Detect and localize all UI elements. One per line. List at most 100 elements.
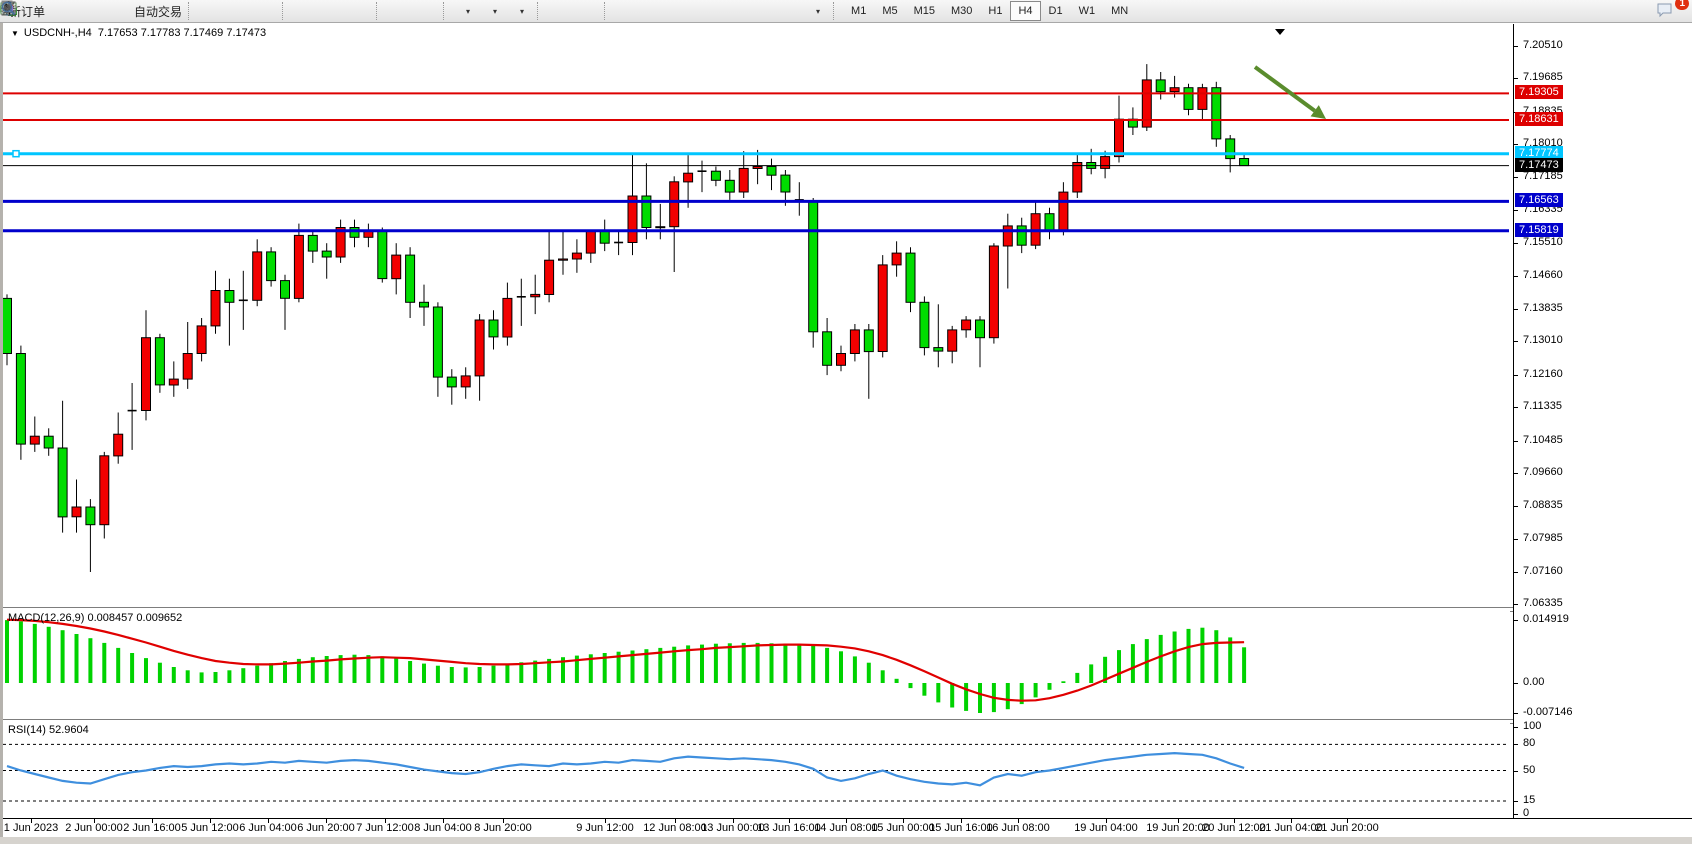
price-axis-tick [1514, 473, 1518, 474]
new-order-label: 新订单 [9, 4, 46, 19]
indicators-button[interactable]: ▾ [1, 1, 479, 21]
notifications-button[interactable]: 1 [1656, 0, 1689, 21]
metaeditor-button[interactable] [1, 1, 101, 21]
cursor-button[interactable] [4, 1, 573, 21]
timeframe-button-M15[interactable]: M15 [913, 5, 935, 17]
price-tag: 7.16563 [1515, 193, 1563, 207]
price-axis-tick [1514, 814, 1518, 815]
linechart-button[interactable] [1, 1, 278, 21]
tile-windows-button[interactable] [1, 1, 372, 21]
time-axis-label: 2 Jun 16:00 [123, 822, 181, 834]
price-axis-label: 7.11335 [1523, 400, 1562, 412]
timeframe-group: M1 M5 M15 M30 H1 H4 D1 W1 MN [843, 1, 1136, 21]
zoom-out-button[interactable] [2, 1, 345, 21]
vline-button[interactable] [7, 1, 640, 21]
hline-button[interactable] [2, 1, 667, 21]
price-axis-tick [1514, 46, 1518, 47]
time-axis-tick [903, 819, 904, 823]
periods-caret-icon: ▾ [493, 6, 498, 16]
price-tag: 7.18631 [1515, 112, 1563, 126]
search-button[interactable] [1, 1, 1650, 21]
price-axis-label: 7.19685 [1523, 71, 1563, 83]
price-axis-tick [1514, 144, 1518, 145]
price-tag: 7.19305 [1515, 85, 1563, 99]
arrows-button[interactable]: ▾ [3, 1, 829, 21]
auto-scroll-button[interactable] [2, 1, 439, 21]
time-axis-tick [1347, 819, 1348, 823]
time-axis-label: 2 Jun 00:00 [65, 822, 123, 834]
time-axis-label: 13 Jun 00:00 [701, 822, 765, 834]
time-axis-label: 8 Jun 04:00 [414, 822, 472, 834]
chart-shift-button[interactable] [2, 1, 412, 21]
time-axis-label: 6 Jun 20:00 [297, 822, 355, 834]
price-axis-label: 7.09660 [1523, 466, 1563, 478]
periods-button[interactable]: ▾ [1, 1, 506, 21]
price-axis-label: 7.06335 [1523, 597, 1563, 609]
time-axis-label: 13 Jun 16:00 [757, 822, 821, 834]
price-axis-label: 7.07985 [1523, 532, 1563, 544]
time-axis[interactable]: 1 Jun 2023 2 Jun 00:00 2 Jun 16:00 5 Jun 12… [3, 818, 1692, 838]
price-axis-tick [1514, 78, 1518, 79]
timeframe-button-M1[interactable]: M1 [851, 5, 867, 17]
timeframe-button-D1[interactable]: D1 [1048, 5, 1063, 17]
rsi-panel[interactable]: RSI(14) 52.9604 [3, 722, 1510, 818]
main-chart-canvas[interactable] [3, 24, 1510, 607]
price-axis-label: 80 [1523, 737, 1536, 749]
price-axis-tick [1514, 744, 1518, 745]
time-axis-tick [1291, 819, 1292, 823]
timeframe-button-H4[interactable]: H4 [1010, 1, 1041, 21]
price-axis-tick [1514, 309, 1518, 310]
price-axis-label: 0 [1523, 807, 1530, 819]
toolbar-separator [376, 2, 382, 20]
price-axis-tick [1514, 727, 1518, 728]
macd-label: MACD(12,26,9) 0.008457 0.009652 [8, 612, 183, 624]
time-axis-label: 9 Jun 12:00 [576, 822, 634, 834]
text-label-button[interactable]: T [1, 1, 802, 21]
price-axis-tick [1514, 243, 1518, 244]
trendline-button[interactable] [2, 1, 694, 21]
text-button[interactable]: A [4, 1, 775, 21]
price-tag: 7.15819 [1515, 223, 1563, 237]
autotrade-button[interactable]: 自动交易 [0, 1, 184, 21]
time-axis-tick [152, 819, 153, 823]
price-axis[interactable]: 7.20510 7.19685 7.18835 7.18010 7.17185 7.163… [1513, 24, 1692, 819]
signals-button[interactable] [0, 1, 128, 21]
timeframe-button-MN[interactable]: MN [1111, 5, 1129, 17]
toolbar-separator [282, 2, 288, 20]
time-axis-tick [846, 819, 847, 823]
price-tag: 7.17473 [1515, 158, 1563, 172]
equidistant-channel-button[interactable]: E [1, 1, 721, 21]
candlechart-button[interactable] [1, 1, 251, 21]
price-axis-tick [1514, 620, 1518, 621]
toolbar-separator [188, 2, 194, 20]
templates-caret-icon: ▾ [520, 6, 525, 16]
timeframe-button-M30[interactable]: M30 [951, 5, 973, 17]
barchart-button[interactable] [1, 1, 224, 21]
price-tag: 7.17774 [1515, 146, 1563, 160]
price-axis-tick [1514, 539, 1518, 540]
price-axis-label: -0.007146 [1523, 706, 1573, 718]
time-axis-label: 19 Jun 20:00 [1146, 822, 1210, 834]
timeframe-button-W1[interactable]: W1 [1078, 5, 1096, 17]
fibonacci-button[interactable]: F [2, 1, 748, 21]
chart-window: ▼ USDCNH-,H4 7.17653 7.17783 7.17469 7.1… [0, 23, 1692, 838]
templates-button[interactable]: ▾ [0, 1, 533, 21]
price-axis-label: 7.10485 [1523, 434, 1563, 446]
time-axis-tick [1234, 819, 1235, 823]
chart-symbol-title[interactable]: ▼ USDCNH-,H4 7.17653 7.17783 7.17469 7.1… [11, 27, 266, 39]
price-axis-tick [1514, 276, 1518, 277]
timeframe-button-M5[interactable]: M5 [882, 5, 898, 17]
timeframe-button-H1[interactable]: H1 [988, 5, 1003, 17]
crosshair-button[interactable] [1, 1, 600, 21]
price-axis-tick [1514, 713, 1518, 714]
price-axis-tick [1514, 341, 1518, 342]
time-axis-label: 21 Jun 20:00 [1315, 822, 1379, 834]
time-axis-label: 8 Jun 20:00 [474, 822, 532, 834]
indicators-caret-icon: ▾ [466, 6, 471, 16]
zoom-in-button[interactable] [2, 1, 318, 21]
price-axis-tick [1514, 177, 1518, 178]
styler-button[interactable] [2, 1, 74, 21]
price-axis-label: 7.20510 [1523, 39, 1563, 51]
time-axis-tick [1178, 819, 1179, 823]
macd-panel[interactable]: MACD(12,26,9) 0.008457 0.009652 [3, 610, 1510, 719]
